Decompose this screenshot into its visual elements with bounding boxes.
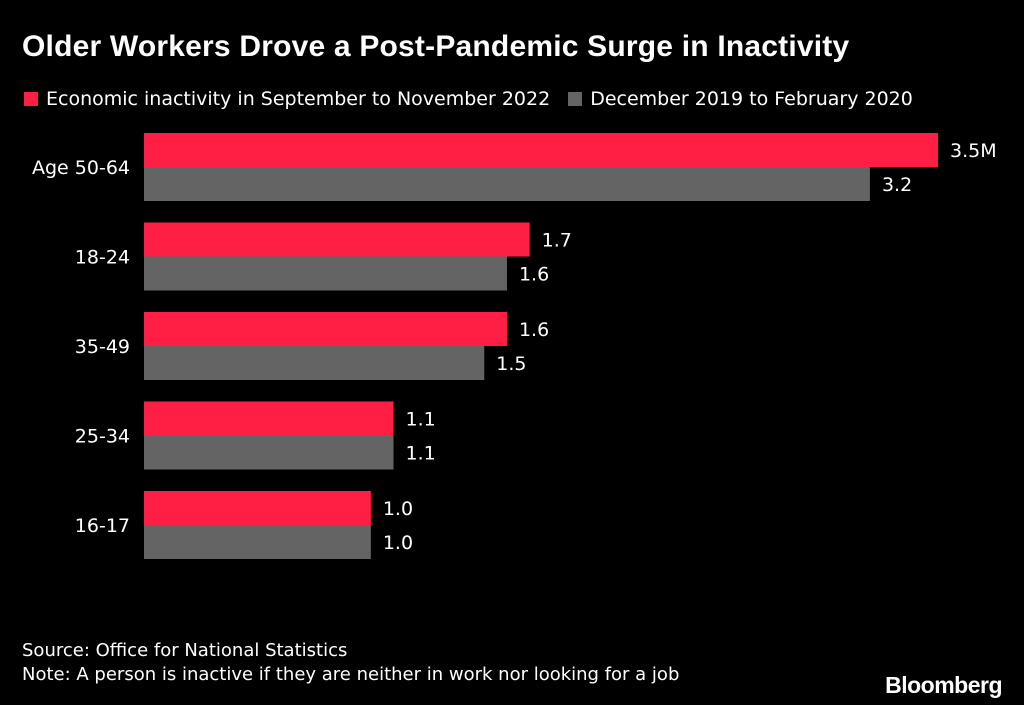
category-label-35-49: 35-49 — [75, 336, 130, 358]
value-label-16-17-series-1: 1.0 — [383, 532, 413, 554]
bar-age-50-64-series-0 — [144, 133, 938, 167]
source-note: Source: Office for National Statistics — [22, 640, 348, 661]
legend-item-2022: Economic inactivity in September to Nove… — [24, 88, 550, 110]
value-label-35-49-series-0: 1.6 — [519, 319, 549, 341]
value-label-age-50-64-series-1: 3.2 — [882, 174, 912, 196]
value-label-18-24-series-0: 1.7 — [542, 230, 572, 252]
category-label-age-50-64: Age 50-64 — [32, 157, 130, 179]
bar-35-49-series-0 — [144, 312, 507, 346]
bar-18-24-series-0 — [144, 222, 530, 257]
legend: Economic inactivity in September to Nove… — [24, 88, 931, 110]
legend-swatch-2019 — [568, 92, 583, 106]
legend-label-2022: Economic inactivity in September to Nove… — [46, 88, 551, 110]
bar-25-34-series-0 — [144, 401, 394, 436]
value-label-16-17-series-0: 1.0 — [383, 498, 413, 520]
bar-18-24-series-1 — [144, 256, 507, 291]
category-label-18-24: 18-24 — [75, 247, 130, 269]
legend-label-2019: December 2019 to February 2020 — [590, 88, 913, 110]
bar-16-17-series-0 — [144, 491, 371, 525]
footnote: Note: A person is inactive if they are n… — [22, 664, 680, 685]
legend-swatch-2022 — [24, 92, 38, 106]
bar-25-34-series-1 — [144, 435, 394, 470]
bar-35-49-series-1 — [144, 346, 485, 380]
value-label-25-34-series-0: 1.1 — [406, 409, 436, 431]
chart-title: Older Workers Drove a Post-Pandemic Surg… — [22, 30, 850, 63]
legend-item-2019: December 2019 to February 2020 — [568, 88, 913, 110]
value-label-age-50-64-series-0: 3.5M — [950, 140, 997, 162]
bar-age-50-64-series-1 — [144, 167, 870, 201]
value-label-25-34-series-1: 1.1 — [406, 443, 436, 465]
category-label-25-34: 25-34 — [75, 426, 130, 448]
bloomberg-logo: Bloomberg — [885, 672, 1002, 698]
bar-16-17-series-1 — [144, 525, 371, 559]
bar-chart: Age 50-64 3.5M 3.2 18-24 1.7 1.6 35-49 1.6 1.5 25… — [32, 133, 997, 559]
value-label-35-49-series-1: 1.5 — [496, 353, 526, 375]
category-label-16-17: 16-17 — [75, 515, 130, 537]
value-label-18-24-series-1: 1.6 — [519, 264, 549, 286]
